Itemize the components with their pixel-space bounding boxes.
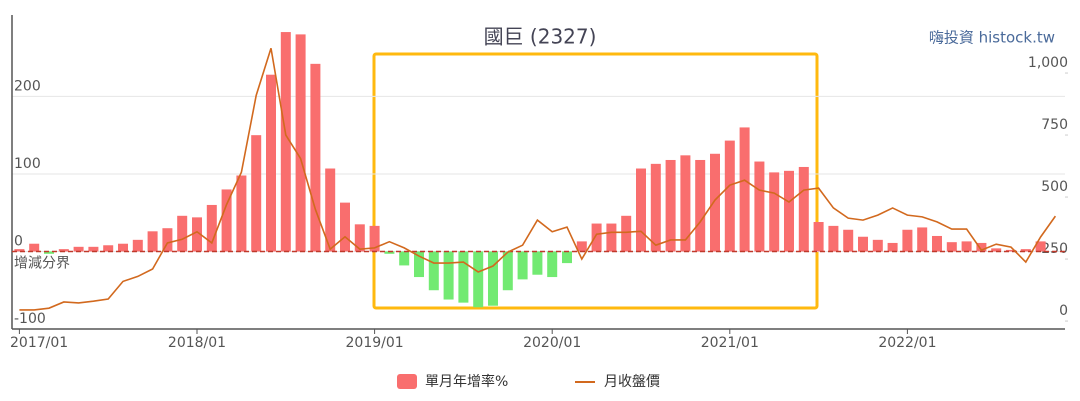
x-tick-label: 2019/01 (346, 335, 404, 351)
bar (932, 235, 942, 252)
bar (162, 228, 173, 252)
bar (547, 251, 558, 278)
bar (798, 166, 809, 252)
bar (458, 251, 469, 303)
y-tick-label: 100 (14, 156, 41, 172)
bar (44, 251, 54, 254)
bar (443, 251, 454, 300)
bar (946, 242, 957, 252)
bar (177, 215, 188, 252)
x-tick-label: 2017/01 (10, 335, 68, 351)
bar (295, 34, 306, 252)
bar (29, 243, 40, 252)
x-tick-label: 2020/01 (523, 335, 581, 351)
bar (813, 222, 824, 252)
bar (858, 236, 868, 252)
bar (147, 231, 158, 252)
y-tick-label: -100 (14, 311, 46, 327)
bar (340, 202, 350, 252)
bar (917, 227, 928, 252)
bar (695, 159, 706, 252)
bar (266, 74, 276, 252)
bar (621, 215, 632, 252)
bar (650, 163, 661, 252)
bar (976, 242, 987, 252)
bar (769, 172, 780, 252)
bar (310, 63, 321, 252)
bar (991, 248, 1002, 252)
legend-label: 月收盤價 (604, 373, 660, 390)
y2-tick-label: 750 (1041, 117, 1068, 133)
x-tick-label: 2022/01 (878, 335, 936, 351)
bar (236, 175, 247, 252)
bar (754, 161, 765, 252)
bar (532, 251, 543, 275)
y-tick-label: 200 (14, 78, 41, 94)
price-line (19, 47, 1057, 311)
bar (192, 217, 202, 252)
bar (206, 204, 217, 252)
legend-label: 單月年增率% (425, 373, 508, 390)
bar (961, 241, 972, 252)
chart-title: 國巨 (2327) (484, 25, 597, 49)
bar (473, 251, 484, 308)
bar (739, 127, 750, 252)
bar (872, 239, 883, 252)
bar (118, 243, 128, 252)
bar (103, 245, 114, 252)
bar (399, 251, 410, 266)
y2-tick-label: 250 (1041, 241, 1068, 257)
bar (784, 170, 794, 252)
bar (502, 251, 513, 291)
bar (843, 229, 854, 252)
bar (488, 251, 498, 306)
source: 嗨投資 histock.tw (929, 29, 1055, 47)
y2-tick-label: 0 (1059, 303, 1068, 319)
bar (280, 32, 291, 252)
x-tick-label: 2021/01 (701, 335, 759, 351)
bar (1006, 249, 1016, 252)
bar (58, 249, 69, 252)
bar (576, 241, 587, 252)
bar (636, 168, 646, 252)
bar (665, 159, 676, 252)
bar (1020, 249, 1031, 252)
legend-swatch (397, 374, 417, 389)
bar (562, 251, 572, 264)
bar (414, 251, 424, 278)
bar (384, 251, 395, 254)
bar (73, 246, 84, 252)
y-tick-label: 0 (14, 233, 23, 249)
bar (369, 225, 380, 252)
x-tick-label: 2018/01 (168, 335, 226, 351)
bar (517, 251, 528, 280)
y2-tick-label: 500 (1041, 179, 1068, 195)
bar (710, 153, 720, 252)
bar (680, 155, 691, 252)
bar (14, 249, 25, 252)
bar (221, 189, 232, 252)
bar (251, 135, 262, 252)
bar (1035, 241, 1046, 252)
bar (828, 225, 839, 252)
y2-tick-label: 1,000 (1028, 55, 1068, 71)
zero-label: 增減分界 (14, 254, 70, 271)
bar (354, 224, 365, 252)
bar (724, 140, 735, 252)
bar (88, 246, 99, 252)
bar (132, 239, 143, 252)
highlight-box (372, 52, 819, 310)
bar (591, 223, 602, 252)
bar (325, 168, 336, 252)
bar (606, 223, 617, 252)
bar (887, 242, 898, 252)
bar (902, 229, 913, 252)
bar (428, 251, 439, 291)
